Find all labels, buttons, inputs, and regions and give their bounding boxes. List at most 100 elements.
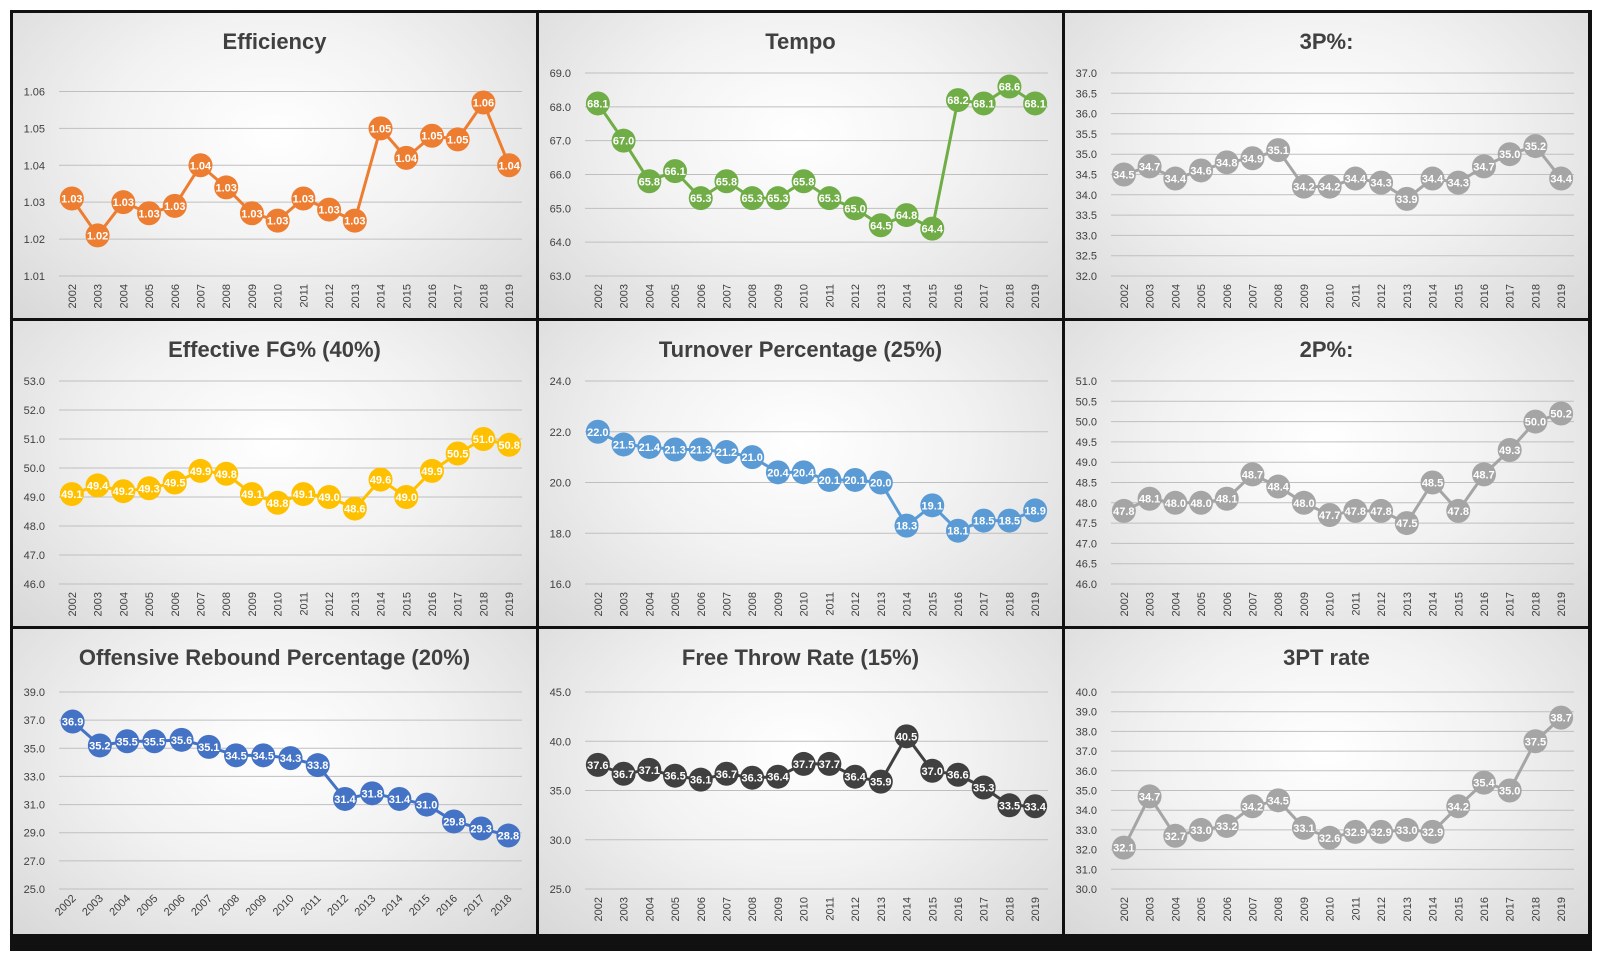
data-point [162, 193, 187, 218]
data-label: 34.2 [1242, 801, 1263, 813]
data-point [1523, 409, 1548, 434]
x-tick-label: 2006 [1222, 897, 1234, 921]
data-point [791, 460, 816, 485]
data-label: 32.9 [1422, 827, 1443, 839]
x-tick-label: 2002 [593, 592, 605, 616]
data-label: 35.5 [144, 736, 165, 748]
y-tick-label: 33.0 [1076, 230, 1097, 242]
data-label: 34.4 [1345, 174, 1367, 186]
data-point [688, 186, 713, 211]
x-tick-label: 2006 [170, 284, 182, 308]
x-tick-label: 2012 [1376, 592, 1388, 616]
data-point [368, 116, 393, 141]
y-tick-label: 48.0 [24, 521, 45, 533]
data-label: 34.4 [1422, 174, 1444, 186]
data-point [1111, 835, 1136, 860]
chart-svg-tempo: Tempo 63.0 64.0 65.0 66.0 67.0 68.0 69.0 2002 200… [550, 29, 1048, 308]
x-tick-label: 2007 [195, 592, 207, 616]
data-point [1137, 784, 1162, 809]
x-tick-label: 2002 [1119, 897, 1131, 921]
data-label: 65.3 [819, 193, 840, 205]
data-label: 21.2 [716, 447, 737, 459]
y-tick-label: 63.0 [550, 271, 571, 283]
data-point [441, 809, 466, 834]
data-label: 1.04 [498, 160, 520, 172]
data-label: 1.05 [421, 131, 442, 143]
x-tick-label: 2015 [927, 592, 939, 616]
x-tick-label: 2008 [1273, 284, 1285, 308]
data-point [497, 153, 522, 178]
data-point [843, 467, 868, 492]
x-tick-label: 2019 [504, 592, 516, 616]
y-tick-label: 24.0 [550, 376, 571, 388]
data-label: 47.8 [1370, 506, 1391, 518]
y-tick-label: 31.0 [1076, 864, 1097, 876]
x-tick-label: 2003 [619, 284, 631, 308]
data-point [997, 793, 1022, 818]
data-point [1369, 498, 1394, 523]
data-label: 48.0 [1190, 498, 1211, 510]
data-label: 35.1 [1267, 145, 1288, 157]
data-label: 34.4 [1165, 174, 1187, 186]
x-tick-label: 2016 [434, 893, 460, 919]
x-tick-label: 2016 [427, 592, 439, 616]
x-tick-label: 2011 [1350, 284, 1362, 308]
chart-panel-two-pct: 2P%: 46.0 46.5 47.0 47.5 48.0 48.5 49.0 49.5 50.0… [1065, 321, 1588, 626]
data-label: 37.6 [587, 760, 608, 772]
data-point [997, 508, 1022, 533]
x-tick-label: 2015 [1453, 284, 1465, 308]
x-tick-label: 2017 [1505, 897, 1517, 921]
data-label: 68.1 [1024, 98, 1045, 110]
data-label: 35.0 [1499, 786, 1520, 798]
data-label: 36.9 [62, 717, 83, 729]
x-tick-label: 2015 [927, 897, 939, 921]
x-tick-label: 2009 [1299, 284, 1311, 308]
data-point [111, 479, 136, 504]
data-point [1023, 794, 1048, 819]
data-label: 49.3 [1499, 445, 1520, 457]
data-point [765, 460, 790, 485]
x-tick-label: 2019 [1556, 592, 1568, 616]
x-tick-label: 2016 [953, 284, 965, 308]
data-point [817, 186, 842, 211]
data-point [894, 203, 919, 228]
data-point [1549, 401, 1574, 426]
y-tick-label: 51.0 [1076, 376, 1097, 388]
data-label: 31.4 [389, 794, 411, 806]
data-label: 47.7 [1319, 510, 1340, 522]
y-tick-label: 39.0 [24, 687, 45, 699]
x-tick-label: 2016 [953, 592, 965, 616]
data-point [1471, 154, 1496, 179]
data-point [637, 757, 662, 782]
data-label: 48.0 [1293, 498, 1314, 510]
y-tick-label: 36.0 [1076, 766, 1097, 778]
data-point [765, 764, 790, 789]
data-point [1471, 462, 1496, 487]
x-tick-label: 2007 [189, 893, 215, 919]
data-label: 49.0 [318, 492, 339, 504]
y-tick-label: 34.5 [1076, 170, 1097, 182]
y-tick-label: 47.5 [1076, 518, 1097, 530]
y-tick-label: 47.0 [24, 550, 45, 562]
data-point [368, 467, 393, 492]
y-tick-label: 37.0 [1076, 746, 1097, 758]
data-label: 34.4 [1550, 174, 1572, 186]
data-label: 33.1 [1293, 823, 1314, 835]
data-label: 1.03 [241, 208, 262, 220]
chart-panel-three-rate: 3PT rate 30.0 31.0 32.0 33.0 34.0 35.0 36.0 37.0… [1065, 629, 1588, 934]
data-label: 36.7 [613, 769, 634, 781]
x-tick-label: 2009 [773, 284, 785, 308]
data-point [585, 752, 610, 777]
x-tick-label: 2008 [747, 592, 759, 616]
data-point [1240, 146, 1265, 171]
data-label: 49.8 [215, 469, 236, 481]
data-label: 34.5 [253, 750, 274, 762]
x-tick-label: 2006 [696, 897, 708, 921]
data-point [1163, 166, 1188, 191]
data-label: 21.3 [690, 445, 711, 457]
y-tick-label: 48.5 [1076, 478, 1097, 490]
data-point [1394, 817, 1419, 842]
x-tick-label: 2014 [902, 284, 914, 308]
x-tick-label: 2008 [221, 592, 233, 616]
data-label: 37.7 [819, 759, 840, 771]
